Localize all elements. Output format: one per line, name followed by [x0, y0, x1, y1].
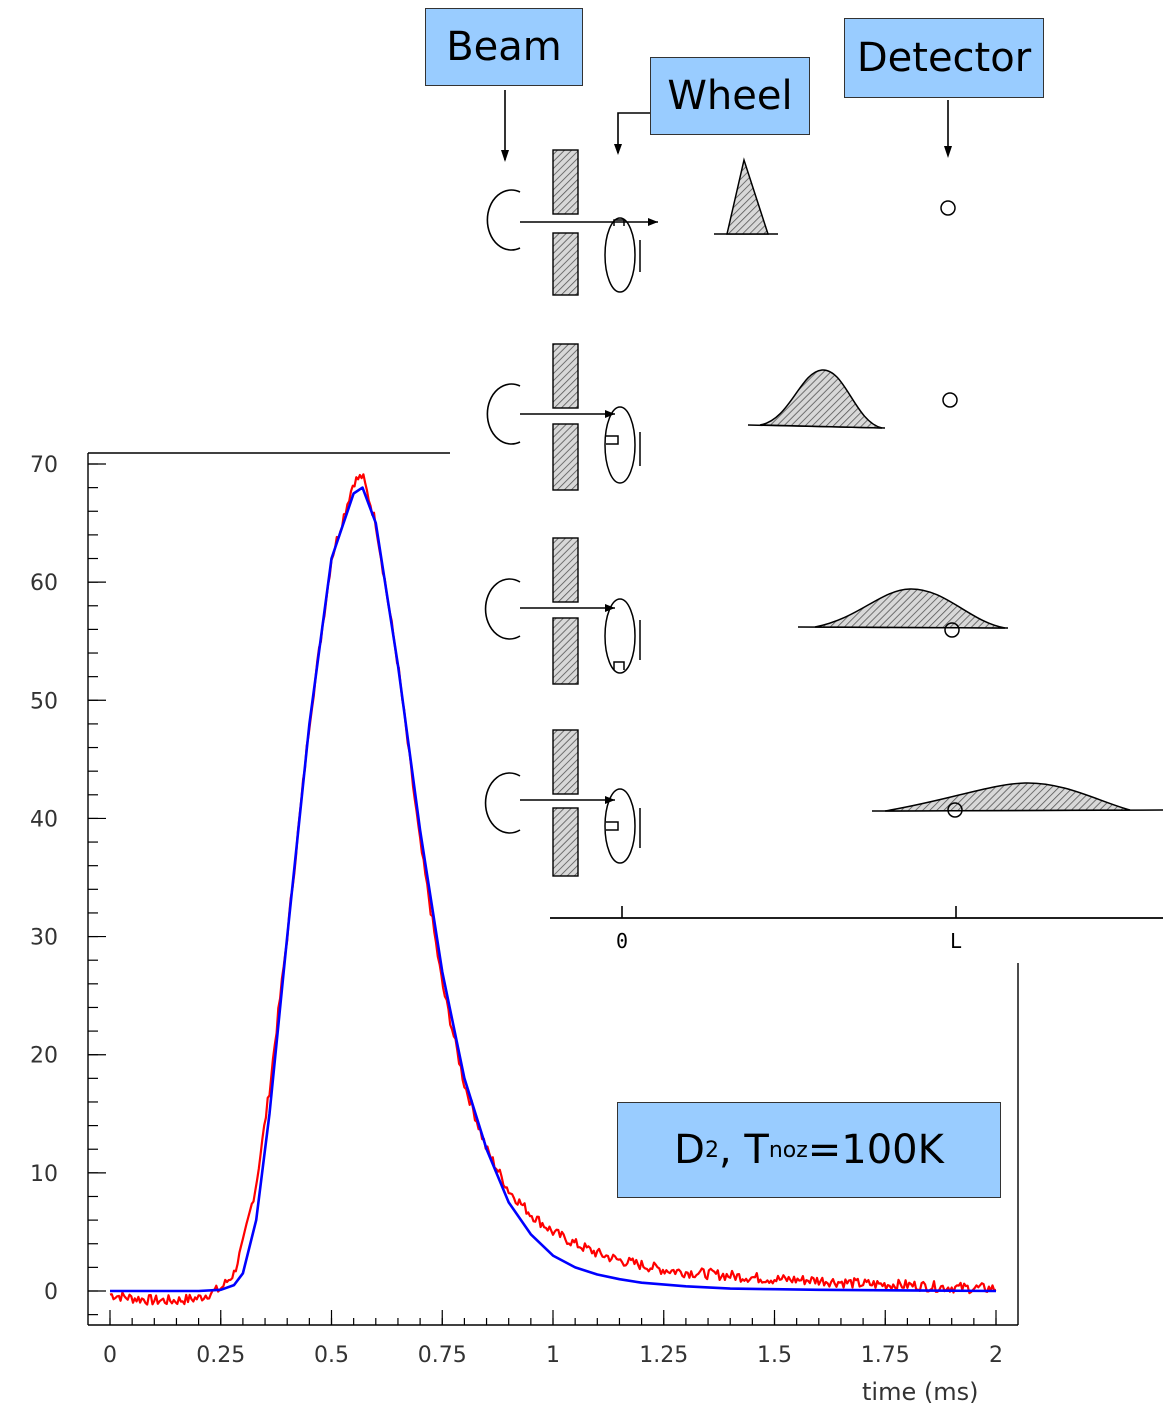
nozzle-icon — [484, 578, 521, 640]
distance-label-length: L — [950, 929, 962, 953]
annotation-text-end: =100K — [807, 1127, 944, 1173]
detector-label: Detector — [844, 18, 1044, 98]
x-tick-label: 0 — [103, 1343, 117, 1368]
nozzle-icon — [486, 189, 521, 251]
wheel-arrowhead — [614, 144, 622, 155]
skimmer-bottom — [552, 423, 579, 491]
y-tick-label: 50 — [30, 689, 58, 714]
distance-label-origin: 0 — [616, 929, 628, 953]
beam-line-arrowhead — [605, 410, 615, 418]
x-tick-label: 1.75 — [861, 1343, 910, 1368]
nozzle-icon — [484, 772, 521, 834]
series-layer — [109, 473, 997, 1306]
detector-arrowhead — [944, 146, 952, 158]
diagram-row-1 — [486, 149, 956, 296]
skimmer-top — [552, 537, 579, 603]
annotation-text-main: D — [674, 1127, 705, 1173]
y-tick-label: 0 — [44, 1280, 58, 1305]
wheel-slot — [613, 661, 625, 670]
x-tick-label: 0.25 — [196, 1343, 245, 1368]
x-tick-label: 1.25 — [639, 1343, 688, 1368]
detector-icon — [947, 802, 963, 818]
beam-label: Beam — [425, 8, 583, 86]
pulse-shape-3 — [814, 588, 1006, 629]
detector-icon — [942, 392, 958, 408]
y-tick-label: 30 — [30, 926, 58, 951]
skimmer-bottom — [552, 807, 579, 877]
detector-icon — [940, 200, 956, 216]
x-tick-label: 0.75 — [418, 1343, 467, 1368]
diagram-row-2 — [486, 343, 958, 491]
y-tick-label: 70 — [30, 453, 58, 478]
annotation-sub-1: 2 — [704, 1137, 719, 1163]
skimmer-top — [552, 343, 579, 409]
diagram-row-4 — [484, 729, 1164, 877]
chopper-wheel-icon — [604, 598, 636, 674]
chopper-wheel-icon — [604, 217, 636, 293]
x-tick-label: 2 — [989, 1343, 1003, 1368]
pulse-shape-4 — [884, 782, 1131, 812]
y-tick-label: 60 — [30, 571, 58, 596]
measured-series-line — [109, 473, 997, 1306]
x-tick-label: 1.5 — [757, 1343, 792, 1368]
beam-arrowhead — [501, 150, 509, 162]
wheel-slot — [606, 435, 619, 445]
y-tick-label: 20 — [30, 1044, 58, 1069]
detector-icon — [944, 622, 960, 638]
x-axis-title: time (ms) — [862, 1378, 979, 1406]
annotation-text-mid: , T — [718, 1127, 769, 1173]
wheel-diagram: 0 L — [450, 0, 1167, 963]
chopper-wheel-icon — [604, 788, 636, 864]
pulse-shape-2 — [759, 369, 883, 429]
wheel-slot — [613, 219, 625, 226]
x-tick-label: 1 — [546, 1343, 560, 1368]
skimmer-top — [552, 149, 579, 215]
fit-series-line — [110, 486, 997, 1293]
wheel-label: Wheel — [650, 57, 810, 135]
chopper-wheel-icon — [604, 406, 636, 484]
y-tick-label: 10 — [30, 1162, 58, 1187]
wheel-slot — [606, 821, 619, 831]
skimmer-bottom — [552, 232, 579, 296]
diagram-row-3 — [484, 537, 1009, 685]
y-tick-label: 40 — [30, 807, 58, 832]
annotation-sub-2: noz — [768, 1137, 808, 1163]
beam-line-arrowhead — [648, 218, 658, 226]
pulse-shape-1 — [726, 157, 770, 235]
x-tick-label: 0.5 — [314, 1343, 349, 1368]
nozzle-icon — [486, 383, 521, 445]
wheel-arrow — [617, 112, 650, 153]
skimmer-top — [552, 729, 579, 795]
skimmer-bottom — [552, 617, 579, 685]
